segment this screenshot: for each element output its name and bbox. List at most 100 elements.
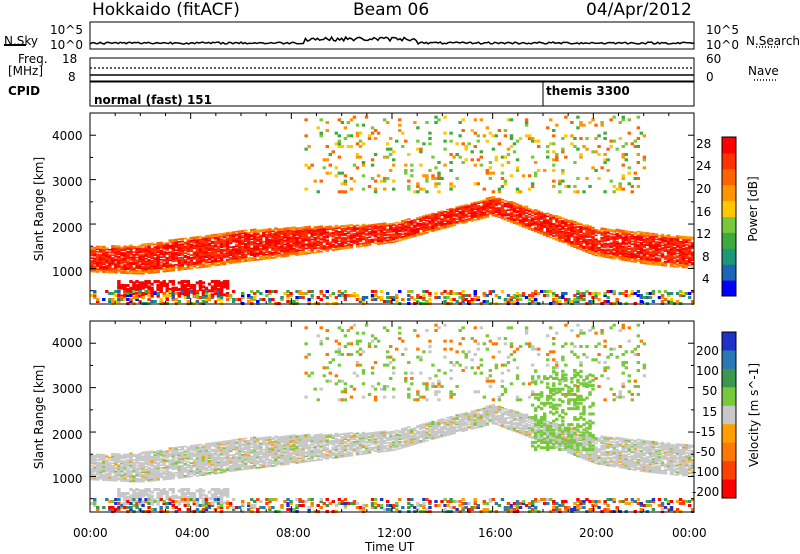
power-cell bbox=[105, 267, 109, 270]
power-cell bbox=[316, 229, 320, 232]
power-cell bbox=[597, 242, 601, 245]
power-cell bbox=[102, 253, 106, 256]
power-cell bbox=[183, 260, 188, 263]
power-cell bbox=[404, 171, 408, 175]
power-cell bbox=[171, 264, 175, 267]
power-cell bbox=[663, 264, 668, 267]
power-cell bbox=[627, 240, 631, 242]
power-cell bbox=[132, 257, 136, 260]
power-cell bbox=[437, 223, 441, 225]
power-cell bbox=[108, 256, 112, 259]
power-cell bbox=[174, 249, 178, 252]
power-cell bbox=[253, 229, 257, 232]
velocity-cell bbox=[138, 456, 142, 459]
power-cell bbox=[241, 252, 245, 255]
power-cell bbox=[141, 258, 145, 260]
power-cell bbox=[603, 233, 607, 236]
power-cell bbox=[213, 253, 218, 256]
power-cell bbox=[443, 214, 447, 217]
power-cell bbox=[216, 250, 221, 253]
power-cell bbox=[660, 264, 665, 267]
power-cell bbox=[337, 227, 342, 229]
power-cell bbox=[431, 220, 435, 223]
power-cell bbox=[265, 241, 269, 244]
power-cell bbox=[524, 224, 529, 227]
power-cell bbox=[129, 290, 133, 294]
power-cell bbox=[105, 255, 109, 258]
power-cell bbox=[446, 212, 450, 215]
power-cell bbox=[289, 240, 293, 242]
power-cell bbox=[265, 236, 269, 239]
power-cell bbox=[669, 298, 674, 302]
power-cell bbox=[183, 256, 188, 259]
power-cell bbox=[174, 238, 178, 241]
power-cell bbox=[364, 244, 369, 247]
power-cell bbox=[588, 238, 592, 241]
power-cell bbox=[180, 248, 185, 251]
velocity-cell bbox=[147, 454, 151, 457]
power-cell bbox=[304, 134, 308, 138]
velocity-cell bbox=[126, 470, 130, 473]
power-cell bbox=[189, 259, 194, 262]
power-cell bbox=[192, 263, 197, 265]
power-cell bbox=[500, 163, 505, 167]
power-cell bbox=[600, 246, 604, 248]
power-cell bbox=[120, 253, 124, 256]
power-cell bbox=[364, 232, 369, 235]
power-cell bbox=[295, 238, 299, 240]
power-cell bbox=[464, 204, 468, 206]
power-cell bbox=[546, 223, 550, 226]
power-cell bbox=[385, 234, 390, 236]
power-cell bbox=[561, 236, 565, 238]
power-cell bbox=[591, 252, 595, 254]
power-cell bbox=[678, 262, 683, 264]
power-cell bbox=[355, 239, 360, 241]
power-cell bbox=[615, 230, 619, 232]
power-cell bbox=[558, 238, 562, 241]
power-cell bbox=[591, 250, 595, 253]
power-cell bbox=[464, 205, 468, 208]
power-cell bbox=[443, 163, 447, 167]
velocity-cell bbox=[138, 459, 142, 462]
power-cell bbox=[488, 176, 493, 180]
power-cell bbox=[618, 182, 622, 186]
power-cell bbox=[189, 256, 194, 259]
power-cell bbox=[437, 217, 441, 220]
power-cell bbox=[177, 254, 181, 257]
power-cell bbox=[567, 241, 571, 243]
power-cell bbox=[464, 208, 468, 210]
power-cell bbox=[153, 300, 157, 304]
power-cell bbox=[331, 227, 336, 230]
power-cell bbox=[413, 220, 417, 223]
power-cell bbox=[678, 254, 683, 256]
power-cell bbox=[250, 242, 254, 245]
power-cell bbox=[165, 253, 169, 255]
power-cell bbox=[579, 243, 583, 246]
power-cell bbox=[669, 254, 674, 257]
velocity-cell bbox=[102, 457, 106, 460]
power-cell bbox=[310, 246, 314, 249]
power-cell bbox=[201, 248, 206, 251]
power-cell bbox=[636, 160, 641, 164]
power-cell bbox=[346, 134, 351, 138]
power-cell bbox=[349, 229, 354, 232]
power-cell bbox=[222, 244, 227, 247]
power-cell bbox=[117, 285, 121, 289]
power-cell bbox=[120, 269, 124, 272]
power-cell bbox=[636, 176, 641, 180]
power-cell bbox=[524, 214, 529, 217]
power-cell bbox=[147, 242, 151, 245]
power-cell bbox=[630, 257, 634, 260]
power-cell bbox=[195, 245, 200, 248]
power-cell bbox=[482, 204, 487, 207]
power-cell bbox=[141, 296, 145, 300]
power-cell bbox=[594, 245, 598, 247]
power-cell bbox=[328, 242, 332, 245]
power-cell bbox=[337, 139, 342, 143]
velocity-cell bbox=[120, 468, 124, 470]
power-cell bbox=[672, 265, 677, 268]
power-cell bbox=[509, 203, 514, 206]
power-cell bbox=[319, 228, 323, 230]
velocity-cell bbox=[111, 459, 115, 462]
velocity-cell bbox=[105, 478, 109, 480]
